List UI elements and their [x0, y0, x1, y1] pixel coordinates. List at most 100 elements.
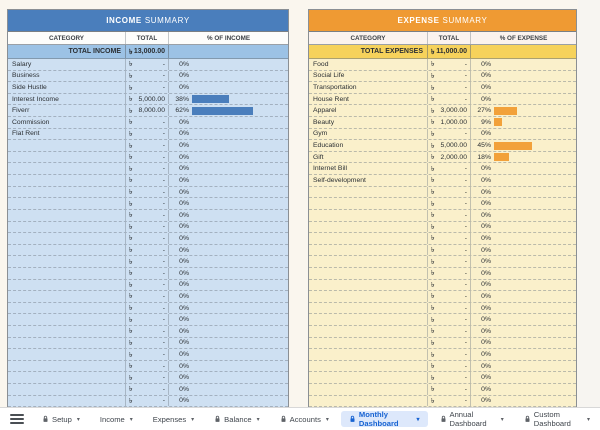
table-row[interactable]: ৳ - 0% — [8, 314, 288, 327]
table-row[interactable]: ৳ - 0% — [309, 337, 576, 350]
table-row[interactable]: ৳ - 0% — [309, 372, 576, 385]
table-row[interactable]: ৳ - 0% — [8, 384, 288, 396]
amount-value: - — [162, 60, 165, 68]
category-cell — [8, 337, 126, 349]
table-row[interactable]: ৳ - 0% — [8, 302, 288, 315]
amount-value: 1,000.00 — [440, 118, 467, 126]
table-row[interactable]: ৳ - 0% — [309, 256, 576, 268]
category-cell — [8, 267, 126, 279]
table-row[interactable]: Commission ৳ - 0% — [8, 117, 288, 129]
chevron-down-icon: ▾ — [76, 416, 80, 423]
amount-cell: ৳ - — [428, 175, 471, 186]
sheet-tab[interactable]: Income ▾ — [92, 411, 141, 427]
sheet-tab[interactable]: Accounts ▾ — [272, 411, 337, 427]
table-total-row[interactable]: TOTAL INCOME ৳ 13,000.00 — [8, 45, 288, 59]
amount-cell: ৳ - — [126, 70, 169, 82]
table-row[interactable]: Apparel ৳ 3,000.00 27% — [309, 105, 576, 118]
table-row[interactable]: ৳ - 0% — [8, 395, 288, 408]
table-row[interactable]: ৳ - 0% — [8, 267, 288, 280]
table-row[interactable]: Gift ৳ 2,000.00 18% — [309, 151, 576, 164]
amount-cell: ৳ - — [428, 209, 471, 221]
income-summary-table: INCOME SUMMARY CATEGORY TOTAL % OF INCOM… — [7, 9, 289, 408]
table-row[interactable]: ৳ - 0% — [8, 186, 288, 199]
category-cell — [8, 140, 126, 151]
percent-value: 0% — [481, 95, 491, 103]
table-row[interactable]: Transportation ৳ - 0% — [309, 82, 576, 94]
table-row[interactable]: Interest Income ৳ 5,000.00 38% — [8, 93, 288, 106]
currency-symbol: ৳ — [431, 107, 435, 115]
table-row[interactable]: ৳ - 0% — [309, 198, 576, 210]
table-row[interactable]: ৳ - 0% — [309, 267, 576, 280]
table-row[interactable]: ৳ - 0% — [8, 372, 288, 385]
table-row[interactable]: ৳ - 0% — [8, 279, 288, 292]
table-row[interactable]: Food ৳ - 0% — [309, 59, 576, 71]
table-row[interactable]: ৳ - 0% — [309, 233, 576, 245]
table-row[interactable]: ৳ - 0% — [8, 256, 288, 268]
sheet-tab[interactable]: Annual Dashboard ▾ — [432, 410, 512, 428]
table-title: INCOME SUMMARY — [8, 10, 288, 32]
table-row[interactable]: ৳ - 0% — [8, 244, 288, 257]
all-sheets-menu-icon[interactable] — [10, 414, 24, 424]
table-row[interactable]: ৳ - 0% — [309, 302, 576, 315]
table-row[interactable]: ৳ - 0% — [8, 337, 288, 350]
table-row[interactable]: ৳ - 0% — [8, 209, 288, 222]
table-row[interactable]: ৳ - 0% — [8, 163, 288, 176]
table-row[interactable]: Business ৳ - 0% — [8, 70, 288, 83]
sheet-tab[interactable]: Balance ▾ — [206, 411, 267, 427]
table-row[interactable]: ৳ - 0% — [8, 291, 288, 303]
sheet-tab[interactable]: Expenses ▾ — [145, 411, 202, 427]
table-row[interactable]: Flat Rent ৳ - 0% — [8, 128, 288, 141]
amount-value: - — [162, 72, 165, 80]
amount-cell: ৳ - — [126, 349, 169, 360]
table-row[interactable]: Fiverr ৳ 8,000.00 62% — [8, 105, 288, 118]
sheet-tab[interactable]: Custom Dashboard ▾ — [516, 410, 598, 428]
total-percent-cell — [471, 45, 576, 58]
amount-cell: ৳ - — [428, 302, 471, 314]
table-row[interactable]: ৳ - 0% — [309, 326, 576, 338]
table-total-row[interactable]: TOTAL EXPENSES ৳ 11,000.00 — [309, 45, 576, 59]
table-row[interactable]: Social Life ৳ - 0% — [309, 70, 576, 83]
table-row[interactable]: ৳ - 0% — [309, 349, 576, 361]
category-cell — [8, 326, 126, 337]
table-row[interactable]: Self-development ৳ - 0% — [309, 175, 576, 187]
amount-cell: ৳ - — [428, 360, 471, 372]
table-row[interactable]: ৳ - 0% — [309, 291, 576, 303]
table-row[interactable]: Side Hustle ৳ - 0% — [8, 82, 288, 94]
category-cell: Internet Bill — [309, 163, 428, 175]
sheet-tab[interactable]: Monthly Dashboard ▾ — [340, 410, 428, 428]
category-cell — [309, 337, 428, 349]
sheet-background — [578, 0, 600, 408]
table-row[interactable]: ৳ - 0% — [309, 279, 576, 292]
table-row[interactable]: ৳ - 0% — [8, 326, 288, 338]
percent-cell: 0% — [169, 198, 288, 209]
category-cell — [8, 395, 126, 407]
amount-value: - — [464, 385, 467, 393]
table-row[interactable]: Salary ৳ - 0% — [8, 59, 288, 71]
table-row[interactable]: ৳ - 0% — [8, 360, 288, 373]
table-row[interactable]: Beauty ৳ 1,000.00 9% — [309, 117, 576, 129]
table-row[interactable]: ৳ - 0% — [8, 175, 288, 187]
percent-column-header: % OF INCOME — [206, 34, 251, 42]
table-row[interactable]: ৳ - 0% — [309, 209, 576, 222]
category-cell — [309, 221, 428, 233]
table-row[interactable]: House Rent ৳ - 0% — [309, 93, 576, 106]
table-row[interactable]: ৳ - 0% — [309, 395, 576, 408]
table-row[interactable]: Education ৳ 5,000.00 45% — [309, 140, 576, 152]
table-row[interactable]: ৳ - 0% — [8, 221, 288, 234]
table-row[interactable]: ৳ - 0% — [8, 151, 288, 164]
table-row[interactable]: ৳ - 0% — [309, 186, 576, 199]
table-row[interactable]: ৳ - 0% — [309, 384, 576, 396]
table-row[interactable]: ৳ - 0% — [309, 360, 576, 373]
table-row[interactable]: ৳ - 0% — [309, 221, 576, 234]
percent-cell: 0% — [471, 94, 576, 105]
table-row[interactable]: ৳ - 0% — [8, 349, 288, 361]
amount-value: 3,000.00 — [440, 107, 467, 115]
table-row[interactable]: ৳ - 0% — [8, 198, 288, 210]
table-row[interactable]: ৳ - 0% — [8, 140, 288, 152]
table-row[interactable]: ৳ - 0% — [309, 244, 576, 257]
sheet-tab[interactable]: Setup ▾ — [34, 411, 88, 427]
table-row[interactable]: ৳ - 0% — [309, 314, 576, 327]
table-row[interactable]: Gym ৳ - 0% — [309, 128, 576, 141]
table-row[interactable]: Internet Bill ৳ - 0% — [309, 163, 576, 176]
table-row[interactable]: ৳ - 0% — [8, 233, 288, 245]
